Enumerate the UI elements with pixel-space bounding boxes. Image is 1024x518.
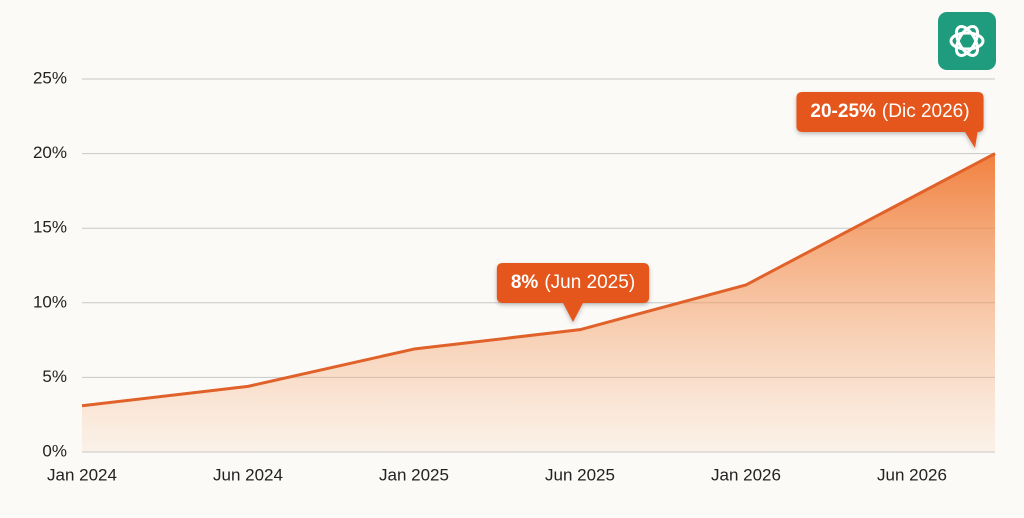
y-tick-label: 20%: [33, 143, 67, 162]
logo: [938, 12, 996, 70]
y-tick-label: 25%: [33, 68, 67, 87]
y-tick-label: 10%: [33, 292, 67, 311]
x-tick-label: Jun 2024: [213, 465, 283, 484]
annotation-box: [496, 263, 650, 322]
x-tick-label: Jan 2025: [379, 465, 449, 484]
annotation-text: 8% (Jun 2025): [511, 272, 635, 293]
y-tick-label: 15%: [33, 218, 67, 237]
annotation-detail: (Jun 2025): [544, 272, 635, 293]
annotation-box: [796, 92, 984, 148]
y-tick-label: 0%: [42, 441, 67, 460]
x-tick-label: Jan 2026: [711, 465, 781, 484]
annotation-detail: (Dic 2026): [882, 101, 970, 122]
annotation-text: 20-25% (Dic 2026): [810, 101, 969, 122]
annotation: [496, 263, 650, 322]
y-tick-label: 5%: [42, 367, 67, 386]
annotation: [796, 92, 984, 148]
annotation-bold: 8%: [511, 272, 539, 293]
x-tick-label: Jun 2025: [545, 465, 615, 484]
x-tick-label: Jan 2024: [47, 465, 117, 484]
area: [82, 153, 995, 452]
x-tick-label: Jun 2026: [877, 465, 947, 484]
line: [81, 152, 996, 408]
annotation-bold: 20-25%: [810, 101, 876, 122]
